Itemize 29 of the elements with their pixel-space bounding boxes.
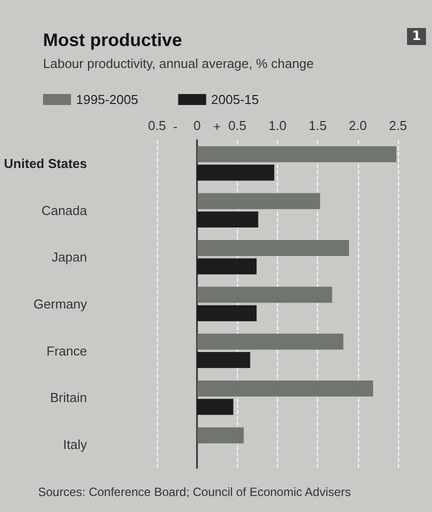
bar [197, 286, 332, 303]
x-tick-label: 2.0 [348, 118, 367, 133]
chart-title: Most productive [43, 30, 182, 50]
bar [197, 146, 396, 162]
badge: 1 [406, 28, 426, 45]
text: - [173, 119, 178, 134]
y-tick-label: Canada [41, 202, 88, 218]
bar [197, 380, 374, 397]
x-tick-label: 2.5 [388, 118, 408, 133]
y-tick-label: Britain [50, 390, 87, 406]
chart-subtitle: Labour productivity, annual average, % change [43, 56, 314, 71]
x-tick-label: 1.0 [268, 118, 287, 133]
legend-label: 2005-15 [211, 92, 259, 107]
y-tick-label: United States [4, 156, 87, 171]
y-tick-label: Japan [52, 250, 87, 265]
legend-label: 1995-2005 [76, 92, 138, 107]
x-tick-label: 1.5 [308, 118, 327, 133]
bar [197, 427, 244, 444]
x-tick-label: 0.5 [148, 118, 166, 133]
text: + [213, 119, 221, 134]
y-tick-label: Germany [34, 296, 88, 312]
bar [197, 240, 349, 256]
bar [197, 193, 320, 210]
y-tick-label: France [46, 343, 87, 358]
y-tick-label: Italy [63, 437, 88, 452]
x-tick-label: 0 [194, 118, 201, 133]
x-tick-label: 0.5 [228, 118, 246, 133]
bar [197, 334, 344, 350]
source-note: Sources: Conference Board; Council of Economic Advisers [38, 485, 351, 499]
